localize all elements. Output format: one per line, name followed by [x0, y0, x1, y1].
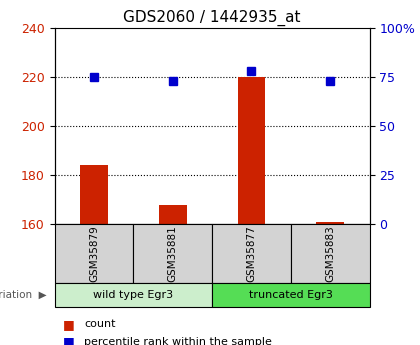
Bar	[316, 222, 344, 224]
Text: GSM35883: GSM35883	[325, 225, 335, 282]
Text: truncated Egr3: truncated Egr3	[249, 290, 333, 300]
Text: percentile rank within the sample: percentile rank within the sample	[84, 337, 272, 345]
Text: GSM35877: GSM35877	[247, 225, 257, 282]
Bar	[159, 205, 186, 224]
Text: GSM35881: GSM35881	[168, 225, 178, 282]
Title: GDS2060 / 1442935_at: GDS2060 / 1442935_at	[123, 10, 301, 26]
Text: wild type Egr3: wild type Egr3	[93, 290, 173, 300]
Text: GSM35879: GSM35879	[89, 225, 99, 282]
Text: ■: ■	[63, 335, 75, 345]
Bar	[80, 165, 108, 224]
Text: ■: ■	[63, 318, 75, 331]
Text: count: count	[84, 319, 116, 329]
Text: genotype/variation  ▶: genotype/variation ▶	[0, 290, 46, 300]
Bar	[238, 77, 265, 224]
